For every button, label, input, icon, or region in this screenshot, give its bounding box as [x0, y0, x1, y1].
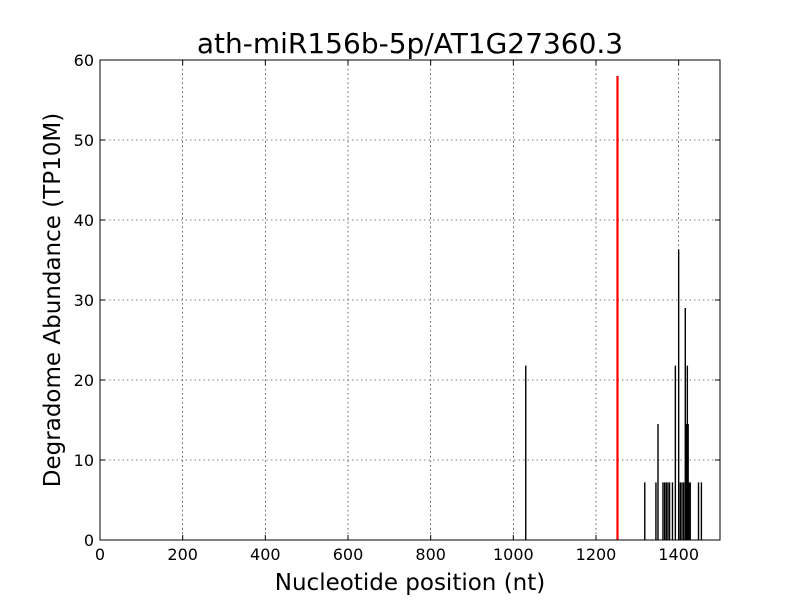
y-tick-label: 60 — [74, 51, 94, 70]
y-tick-label: 30 — [74, 291, 94, 310]
x-tick-label: 400 — [250, 545, 281, 564]
chart-title: ath-miR156b-5p/AT1G27360.3 — [197, 27, 623, 60]
y-axis-label: Degradome Abundance (TP10M) — [40, 113, 66, 487]
y-tick-label: 50 — [74, 131, 94, 150]
x-tick-label: 1400 — [658, 545, 699, 564]
x-tick-label: 800 — [415, 545, 446, 564]
x-tick-label: 1000 — [493, 545, 534, 564]
y-tick-label: 0 — [84, 531, 94, 550]
y-tick-label: 40 — [74, 211, 94, 230]
y-tick-label: 20 — [74, 371, 94, 390]
x-tick-label: 0 — [95, 545, 105, 564]
x-tick-label: 200 — [167, 545, 198, 564]
x-tick-label: 1200 — [576, 545, 617, 564]
x-tick-label: 600 — [333, 545, 364, 564]
data-bars — [525, 249, 703, 540]
x-axis-label: Nucleotide position (nt) — [275, 570, 545, 596]
y-tick-label: 10 — [74, 451, 94, 470]
grid-lines — [100, 60, 720, 540]
axis-ticks: 0 200 400 600 800 1000 1200 1400 0 10 20 30 40 50 60 — [74, 51, 720, 564]
